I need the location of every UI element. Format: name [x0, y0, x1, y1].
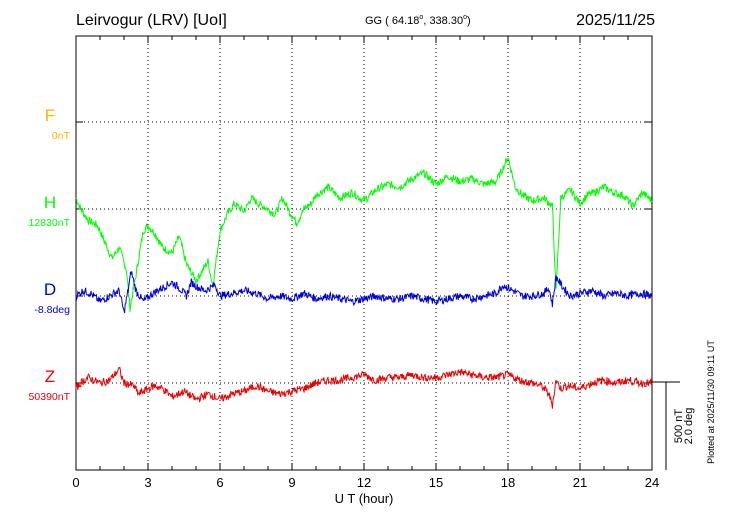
channel-baseline-f: 0nT — [52, 130, 71, 142]
series-group — [75, 157, 653, 409]
station-title: Leirvogur (LRV) [UoI] — [76, 12, 227, 29]
x-tick-label-3: 9 — [288, 475, 295, 490]
series-line-z — [75, 366, 653, 409]
date-label: 2025/11/25 — [576, 12, 655, 29]
coords-prefix: GG ( 64.18 — [365, 15, 419, 27]
x-tick-label-8: 24 — [645, 475, 659, 490]
channel-name-z: Z — [45, 367, 55, 386]
plotted-note: Plotted at 2025/11/30 09:11 UT — [706, 340, 716, 464]
channel-name-d: D — [44, 280, 56, 299]
x-tick-label-5: 15 — [429, 475, 443, 490]
x-tick-label-4: 12 — [357, 475, 371, 490]
x-axis-label: U T (hour) — [335, 491, 394, 506]
gridlines — [76, 36, 652, 470]
channel-baseline-h: 12830nT — [29, 217, 71, 229]
channel-baseline-d: -8.8deg — [34, 304, 70, 316]
scale-amplitude: 500 nT — [673, 409, 685, 444]
deg-symbol-2: o — [463, 14, 467, 21]
x-tick-label-0: 0 — [72, 475, 79, 490]
series-line-h — [75, 157, 653, 312]
x-tick-label-6: 18 — [501, 475, 515, 490]
coords-suffix: ) — [467, 15, 471, 27]
x-tick-label-2: 6 — [216, 475, 223, 490]
deg-symbol-1: o — [419, 14, 423, 21]
channel-labels: F 0nT H 12830nT D -8.8deg Z 50390nT — [29, 106, 71, 403]
channel-baseline-z: 50390nT — [29, 391, 71, 403]
x-tick-label-1: 3 — [144, 475, 151, 490]
series-line-d — [75, 271, 653, 314]
x-ticks: 0 3 6 9 12 15 18 21 24 — [72, 36, 659, 490]
scale-angle: 2.0 deg — [683, 408, 695, 445]
x-tick-label-7: 21 — [573, 475, 587, 490]
channel-name-f: F — [45, 106, 55, 125]
coordinates-label: GG ( 64.18o, 338.30o) — [365, 14, 471, 27]
coords-sep: , 338.30 — [423, 15, 463, 27]
scale-bar: 500 nT 2.0 deg — [652, 381, 695, 470]
channel-name-h: H — [44, 193, 56, 212]
